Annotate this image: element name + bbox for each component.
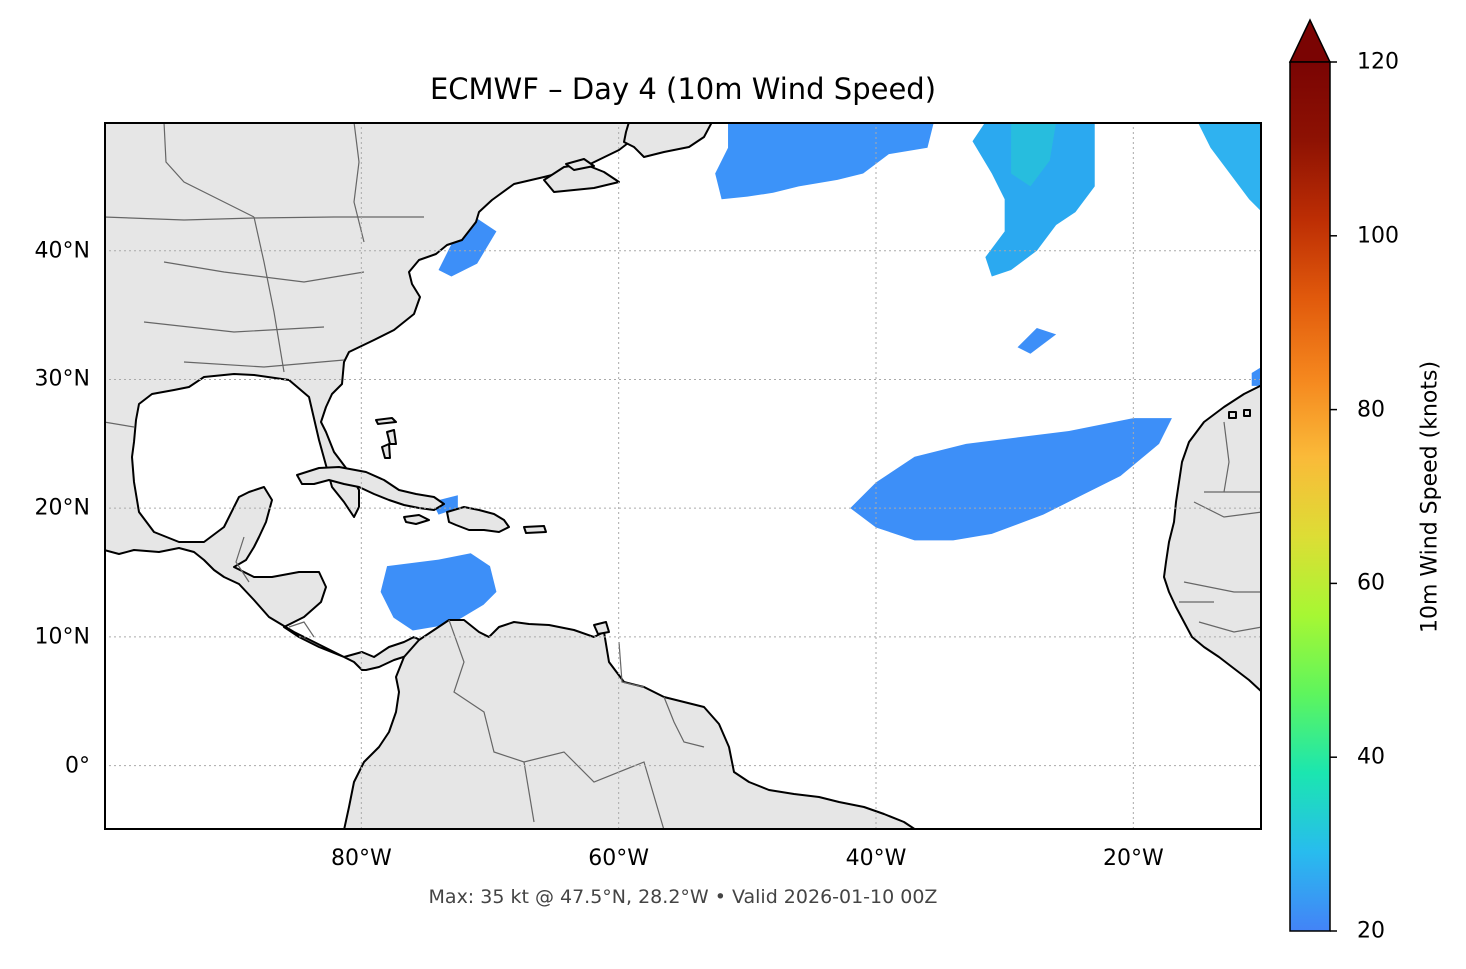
puerto-rico-land <box>523 525 547 534</box>
colorbar-tick-label: 80 <box>1357 397 1385 423</box>
newfoundland-land <box>623 122 713 158</box>
trinidad-land <box>593 621 610 635</box>
longitude-label: 20°W <box>1102 846 1164 871</box>
latitude-label: 40°N <box>34 238 90 264</box>
map-border <box>104 122 1262 830</box>
colorbar-label: 10m Wind Speed (knots) <box>1417 360 1443 634</box>
colorbar-tick-label: 100 <box>1357 223 1399 249</box>
colorbar <box>1288 18 1337 932</box>
wind-speed-shading <box>380 122 1262 631</box>
wind-speed-area <box>1197 122 1262 213</box>
wind-speed-area <box>715 122 934 200</box>
africa-land <box>1163 384 1262 693</box>
bahamas-land <box>375 417 397 459</box>
colorbar-tick-label: 20 <box>1357 918 1385 944</box>
longitude-label: 80°W <box>330 846 392 871</box>
pei-land <box>565 158 595 171</box>
map-title: ECMWF – Day 4 (10m Wind Speed) <box>429 72 937 106</box>
wind-speed-max-area <box>1011 122 1057 187</box>
wind-speed-area <box>1251 366 1262 386</box>
colorbar-tick-label: 40 <box>1357 744 1385 770</box>
graticule <box>104 122 1262 830</box>
wind-speed-area <box>1017 327 1057 354</box>
south-america-land <box>343 619 917 830</box>
latitude-label: 30°N <box>34 366 90 392</box>
colorbar-tick-label: 120 <box>1357 49 1399 75</box>
map-panel[interactable] <box>104 122 1262 830</box>
map-footer-caption: Max: 35 kt @ 47.5°N, 28.2°W • Valid 2026… <box>428 886 938 908</box>
wind-speed-area <box>972 122 1095 277</box>
latitude-label: 0° <box>65 753 90 779</box>
longitude-label: 60°W <box>588 846 650 871</box>
latitude-label: 20°N <box>34 495 90 521</box>
map-canvas <box>104 122 1262 830</box>
north-america-land <box>104 122 680 671</box>
wind-speed-area <box>380 553 497 631</box>
hispaniola-land <box>446 506 510 533</box>
cuba-land <box>296 466 445 511</box>
wind-speed-area <box>850 418 1172 541</box>
wind-speed-area <box>438 218 497 277</box>
colorbar-gradient <box>1289 61 1331 932</box>
latitude-label: 10°N <box>34 624 90 650</box>
jamaica-land <box>403 514 430 525</box>
canary-islands-land <box>1228 409 1251 419</box>
land-layer <box>104 122 1262 830</box>
colorbar-tick-label: 60 <box>1357 570 1385 596</box>
colorbar-extend-arrow <box>1288 18 1332 63</box>
longitude-label: 40°W <box>845 846 907 871</box>
